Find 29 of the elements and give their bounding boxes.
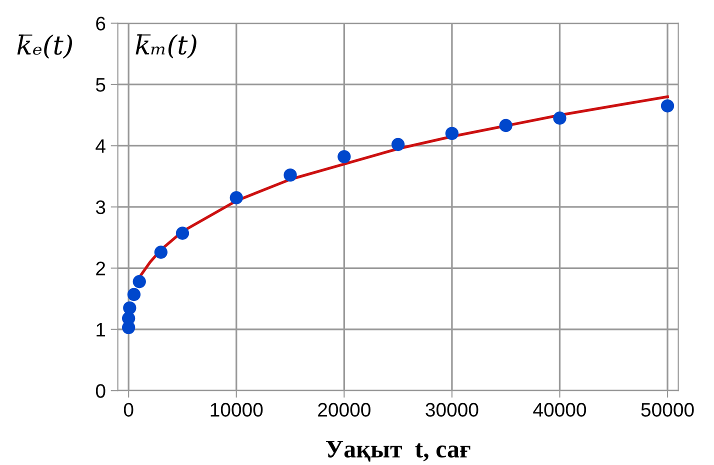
point	[127, 288, 141, 302]
point	[391, 138, 405, 152]
point	[176, 226, 190, 240]
point	[660, 99, 674, 112]
x-tick-label: 30000	[426, 402, 478, 417]
point	[132, 275, 146, 288]
x-tick-label: 0	[124, 402, 134, 417]
point	[338, 150, 351, 164]
x-axis-title: Уақыт t, сағ	[326, 440, 470, 462]
point	[553, 112, 566, 125]
point	[230, 191, 243, 204]
annotation: k̅ₘ(t)	[136, 34, 196, 58]
y-tick-label: 4	[96, 139, 106, 153]
y-tick-label: 3	[96, 200, 106, 214]
y-tick-label: 5	[96, 78, 106, 92]
y-tick-label: 0	[96, 384, 106, 398]
point	[123, 301, 136, 315]
point	[445, 126, 459, 140]
x-tick-label: 10000	[210, 402, 263, 417]
point	[284, 168, 297, 182]
x-tick-label: 50000	[641, 402, 694, 417]
y-axis-title: k̅ₑ(t)	[17, 34, 72, 59]
x-tick-label: 40000	[533, 402, 586, 417]
x-tick-label: 20000	[318, 402, 370, 417]
y-tick-label: 6	[96, 16, 106, 30]
y-tick-label: 1	[96, 323, 106, 336]
y-tick-label: 2	[96, 262, 106, 276]
point	[154, 246, 168, 259]
point	[499, 118, 512, 132]
